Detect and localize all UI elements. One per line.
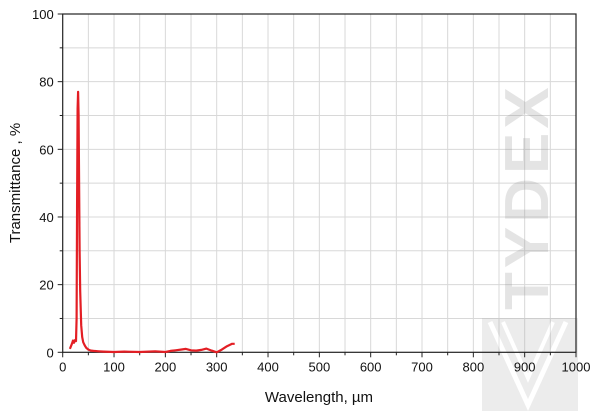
x-tick-label: 1000 — [562, 359, 591, 374]
tydex-logo — [482, 318, 578, 411]
x-tick-label: 600 — [360, 359, 382, 374]
y-axis-label: Transmittance , % — [7, 123, 24, 243]
axes: 0 100 200 300 400 500 600 700 800 900 1000 0 20 40 60 8… — [32, 7, 590, 374]
x-tick-label: 300 — [206, 359, 228, 374]
y-tick-label: 60 — [39, 142, 53, 157]
x-tick-label: 100 — [103, 359, 125, 374]
x-tick-label: 200 — [155, 359, 177, 374]
x-tick-label: 800 — [462, 359, 484, 374]
watermark-text: TYDEX — [493, 83, 562, 310]
y-tick-label: 20 — [39, 278, 53, 293]
y-tick-label: 40 — [39, 210, 53, 225]
y-tick-label: 0 — [46, 345, 53, 360]
tydex-watermark: TYDEX — [482, 83, 578, 411]
x-axis-label: Wavelength, µm — [265, 389, 373, 406]
series-line — [68, 90, 235, 354]
x-tick-label: 700 — [411, 359, 433, 374]
x-tick-label: 400 — [257, 359, 279, 374]
x-tick-label: 500 — [308, 359, 330, 374]
x-tick-label: 0 — [59, 359, 66, 374]
y-tick-label: 100 — [32, 7, 54, 22]
y-tick-label: 80 — [39, 75, 53, 90]
grid — [62, 14, 576, 353]
x-tick-label: 900 — [514, 359, 536, 374]
